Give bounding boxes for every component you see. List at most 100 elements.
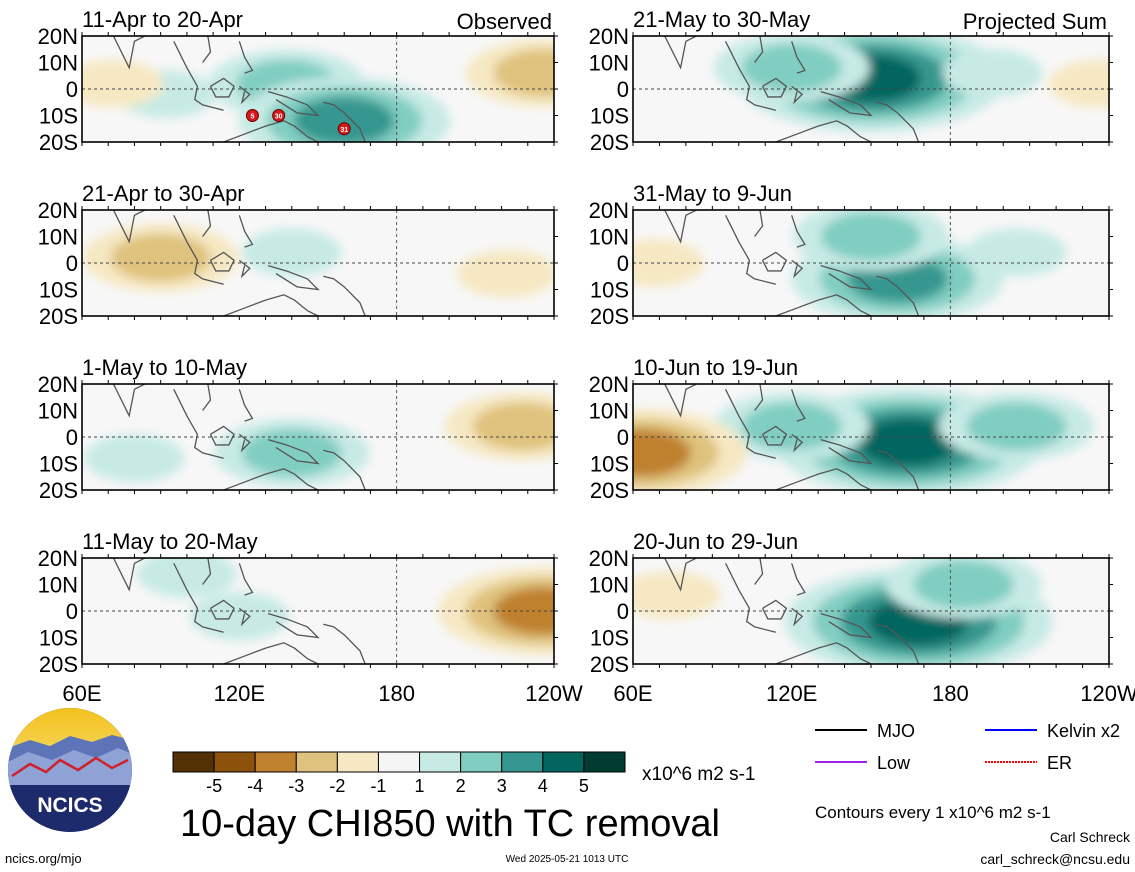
coastlines bbox=[112, 558, 366, 664]
legend-label: Kelvin x2 bbox=[1047, 721, 1120, 741]
coastline bbox=[820, 613, 873, 639]
footer-link[interactable]: ncics.org/mjo bbox=[5, 851, 82, 866]
y-tick-label: 20N bbox=[589, 546, 629, 571]
coastlines bbox=[112, 384, 366, 490]
y-tick-label: 10N bbox=[589, 51, 629, 76]
y-tick-label: 10S bbox=[39, 626, 78, 651]
coastline bbox=[238, 85, 251, 105]
x-tick-label: 120E bbox=[214, 681, 265, 706]
legend-label: MJO bbox=[877, 721, 915, 741]
timestamp: Wed 2025-05-21 1013 UTC bbox=[506, 854, 629, 865]
coastline bbox=[664, 210, 698, 244]
coastline bbox=[791, 563, 806, 596]
anomaly-blob bbox=[633, 571, 721, 620]
anomaly-blob bbox=[84, 434, 185, 483]
y-tick-label: 0 bbox=[617, 425, 629, 450]
coastline bbox=[238, 607, 251, 627]
y-tick-label: 20S bbox=[590, 304, 629, 329]
colorbar-swatch bbox=[377, 751, 421, 773]
coastline bbox=[323, 623, 366, 664]
coastline bbox=[664, 36, 698, 70]
coastline bbox=[223, 642, 319, 664]
panel-title: 21-May to 30-May bbox=[633, 7, 810, 32]
y-tick-label: 10S bbox=[590, 626, 629, 651]
coastline bbox=[754, 210, 764, 237]
colorbar-swatch bbox=[460, 751, 503, 773]
coastline bbox=[112, 36, 147, 70]
coastline bbox=[238, 215, 254, 248]
anomaly-blob bbox=[493, 49, 554, 98]
colorbar-swatch bbox=[295, 751, 338, 773]
coastline bbox=[775, 294, 872, 316]
anomaly-field bbox=[633, 388, 1095, 490]
y-tick-label: 0 bbox=[66, 77, 78, 102]
coastline bbox=[724, 563, 776, 633]
coastline bbox=[267, 265, 320, 291]
coastline bbox=[202, 210, 212, 237]
coastline bbox=[238, 433, 251, 453]
coastlines bbox=[112, 210, 366, 316]
coastline bbox=[209, 599, 235, 620]
coastline bbox=[202, 36, 212, 63]
tc-marker: 31 bbox=[337, 122, 351, 136]
y-tick-label: 10S bbox=[590, 104, 629, 129]
coastlines bbox=[112, 36, 366, 142]
logo-text: NCICS bbox=[37, 794, 102, 817]
coastline bbox=[173, 563, 224, 633]
panel-title: 11-May to 20-May bbox=[82, 529, 258, 554]
y-tick-label: 0 bbox=[617, 77, 629, 102]
coastlines bbox=[664, 36, 920, 142]
coastline bbox=[876, 449, 920, 490]
anomaly-blob bbox=[966, 402, 1067, 451]
y-tick-label: 0 bbox=[66, 251, 78, 276]
coastlines bbox=[664, 384, 920, 490]
tc-marker: 30 bbox=[272, 109, 286, 122]
y-tick-label: 10S bbox=[590, 278, 629, 303]
colorbar: -5 -4 -3 -2 -1 1 2 3 4 5 bbox=[172, 751, 626, 796]
tc-marker-dot bbox=[272, 109, 286, 122]
coastline bbox=[791, 41, 806, 74]
coastline bbox=[876, 623, 920, 664]
coastline bbox=[202, 558, 212, 585]
colorbar-tick: 3 bbox=[497, 776, 507, 796]
y-tick-label: 10N bbox=[38, 51, 78, 76]
colorbar-tick: -3 bbox=[288, 776, 304, 796]
anomaly-blob bbox=[913, 560, 1014, 609]
coastline bbox=[238, 259, 251, 279]
y-tick-label: 20N bbox=[38, 546, 78, 571]
coastline bbox=[820, 91, 873, 117]
colorbar-tick: 5 bbox=[579, 776, 589, 796]
colorbar-swatch bbox=[419, 751, 462, 773]
anomaly-blob bbox=[966, 228, 1067, 277]
y-tick-label: 20N bbox=[589, 372, 629, 397]
coastline bbox=[791, 85, 804, 105]
colorbar-swatch bbox=[501, 751, 544, 773]
colorbar-tick: 2 bbox=[456, 776, 466, 796]
tc-marker: 5 bbox=[245, 109, 259, 122]
coastline bbox=[876, 101, 920, 142]
coastline bbox=[323, 101, 366, 142]
coastline bbox=[820, 265, 873, 291]
coastline bbox=[761, 599, 788, 620]
coastline bbox=[267, 91, 320, 117]
panel-title: 20-Jun to 29-Jun bbox=[633, 529, 798, 554]
colorbar-swatch bbox=[213, 751, 256, 773]
y-tick-label: 0 bbox=[66, 425, 78, 450]
y-tick-label: 20N bbox=[38, 198, 78, 223]
anomaly-blob bbox=[241, 428, 342, 477]
ncics-logo: NCICS bbox=[8, 708, 132, 832]
column-label: Projected Sum bbox=[963, 9, 1107, 34]
coastline bbox=[323, 275, 366, 316]
coastline bbox=[173, 41, 224, 111]
coastline bbox=[754, 384, 764, 411]
panel-title: 31-May to 9-Jun bbox=[633, 181, 792, 206]
panel-title: 11-Apr to 20-Apr bbox=[82, 7, 243, 32]
y-tick-label: 20N bbox=[589, 24, 629, 49]
anomaly-blob bbox=[942, 49, 1043, 98]
colorbar-swatch bbox=[542, 751, 585, 773]
coastline bbox=[775, 642, 872, 664]
